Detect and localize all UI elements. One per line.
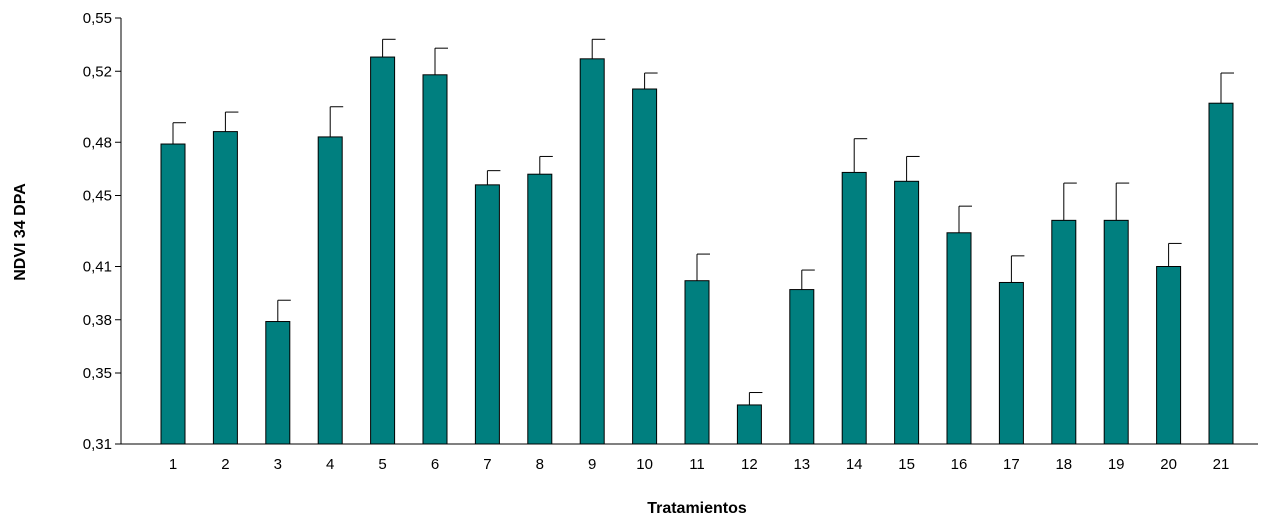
x-tick-label: 2	[221, 456, 229, 473]
x-tick-label: 3	[274, 456, 282, 473]
x-tick-label: 12	[741, 456, 758, 473]
bar	[527, 173, 553, 445]
y-ticks: 0,31 0,35 0,38 0,41 0,45 0,48 0,52 0,55	[83, 10, 121, 453]
x-tick-label: 17	[1003, 456, 1020, 473]
bar	[1208, 102, 1234, 445]
x-tick-label: 16	[951, 456, 968, 473]
y-tick-label: 0,35	[83, 365, 112, 382]
x-tick-label: 14	[846, 456, 863, 473]
bar	[684, 280, 710, 445]
bar	[632, 88, 658, 445]
y-tick-label: 0,31	[83, 436, 112, 453]
y-tick-label: 0,48	[83, 134, 112, 151]
y-tick-label: 0,41	[83, 259, 112, 276]
bar	[998, 281, 1024, 445]
x-tick-label: 18	[1055, 456, 1072, 473]
x-tick-label: 10	[636, 456, 653, 473]
bars	[160, 56, 1234, 445]
y-tick-label: 0,55	[83, 10, 112, 27]
bar	[894, 180, 920, 445]
bar	[474, 184, 500, 445]
bar	[422, 74, 448, 445]
y-tick-label: 0,45	[83, 188, 112, 205]
x-tick-label: 11	[689, 456, 705, 473]
bar	[579, 58, 605, 445]
x-tick-label: 6	[431, 456, 439, 473]
bar	[946, 232, 972, 445]
x-tick-label: 4	[326, 456, 334, 473]
bar	[736, 404, 762, 445]
x-tick-label: 21	[1213, 456, 1230, 473]
bar	[841, 171, 867, 445]
bar	[212, 131, 238, 445]
x-tick-label: 15	[898, 456, 915, 473]
x-tick-label: 13	[793, 456, 810, 473]
bar	[1156, 266, 1182, 445]
bar	[1103, 219, 1129, 445]
bar	[1051, 219, 1077, 445]
bar	[317, 136, 343, 445]
x-tick-label: 1	[169, 456, 177, 473]
bar	[265, 321, 291, 445]
x-tick-label: 7	[483, 456, 491, 473]
x-ticks: 1 2 3 4 5 6 7 8 9 10 11 12 13 14 15 16 17 18 19 20 21	[169, 456, 1230, 473]
x-tick-label: 9	[588, 456, 596, 473]
bar	[789, 289, 815, 445]
x-tick-label: 8	[536, 456, 544, 473]
bar	[160, 143, 186, 445]
x-axis-title: Tratamientos	[647, 500, 747, 517]
y-tick-label: 0,52	[83, 63, 112, 80]
x-tick-label: 19	[1108, 456, 1125, 473]
bar	[370, 56, 396, 445]
y-tick-label: 0,38	[83, 312, 112, 329]
error-bars	[172, 38, 1234, 405]
x-tick-label: 20	[1160, 456, 1177, 473]
x-tick-label: 5	[378, 456, 386, 473]
y-axis-title: NDVI 34 DPA	[12, 183, 29, 281]
